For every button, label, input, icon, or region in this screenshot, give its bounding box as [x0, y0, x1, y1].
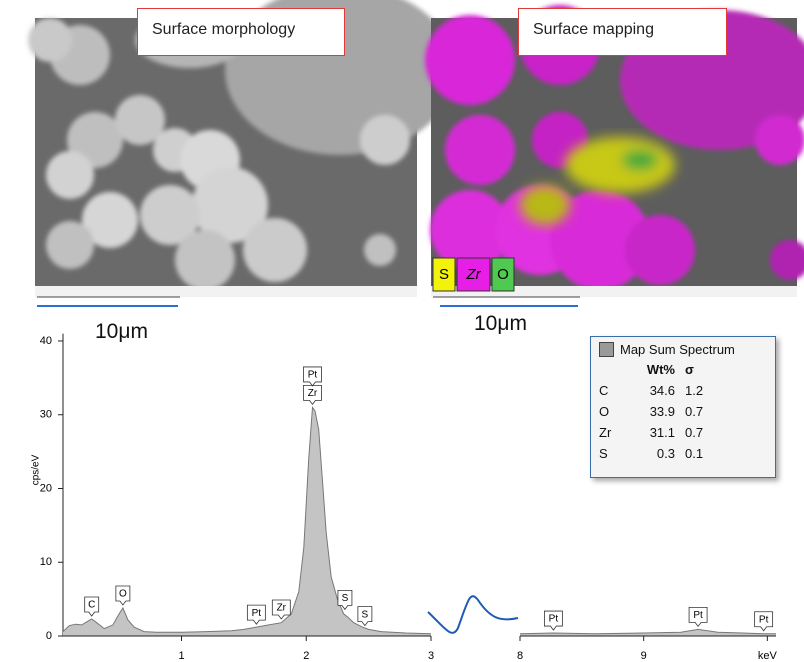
- element-label: Zr: [465, 266, 481, 283]
- annotation-label: Zr: [308, 388, 318, 399]
- x-tick-label: 3: [428, 650, 434, 662]
- table-cell: 0.3: [627, 443, 685, 464]
- annotation-label: Zr: [277, 603, 287, 614]
- annotation-label: O: [119, 589, 127, 600]
- element-legend: S Zr O: [433, 258, 514, 291]
- y-tick-label: 40: [40, 335, 52, 347]
- table-cell: Zr: [599, 422, 627, 443]
- x-tick-label: 2: [303, 650, 309, 662]
- element-label: S: [439, 266, 449, 283]
- annotation-label: Pt: [252, 608, 262, 619]
- x-tick-label: 9: [641, 650, 647, 662]
- y-tick-label: 30: [40, 409, 52, 421]
- scale-label: 10μm: [95, 320, 148, 344]
- annotation-label: Pt: [549, 614, 559, 625]
- y-tick-label: 10: [40, 556, 52, 568]
- table-cell: 34.6: [627, 380, 685, 401]
- spectrum-area: [63, 407, 431, 636]
- x-tick-label: 1: [178, 650, 184, 662]
- y-axis-label: cps/eV: [31, 454, 42, 485]
- table-cell: C: [599, 380, 627, 401]
- table-title: Map Sum Spectrum: [620, 342, 735, 357]
- y-tick-label: 0: [46, 630, 52, 642]
- table-cell: [599, 359, 627, 380]
- table-cell: 31.1: [627, 422, 685, 443]
- annotation-label: Pt: [308, 370, 318, 381]
- x-tick-label: 8: [517, 650, 523, 662]
- table-cell: 0.7: [685, 401, 735, 422]
- table-cell: 0.7: [685, 422, 735, 443]
- table-header-row: Wt%σ: [599, 359, 735, 380]
- annotation-label: C: [88, 600, 95, 611]
- table-cell: S: [599, 443, 627, 464]
- scale-label: 10μm: [474, 312, 527, 336]
- table-cell: 1.2: [685, 380, 735, 401]
- annotation-label: Pt: [759, 614, 769, 625]
- table-cell: 33.9: [627, 401, 685, 422]
- table-header: Wt%: [627, 359, 685, 380]
- spectrum-line: [520, 629, 776, 633]
- element-label: O: [497, 266, 509, 283]
- annotation-label: Pt: [693, 610, 703, 621]
- annotation-label: S: [362, 609, 369, 620]
- panel-caption: Surface mapping: [518, 8, 727, 56]
- table-header: σ: [685, 359, 735, 380]
- table-cell: 0.1: [685, 443, 735, 464]
- axis-break: [428, 596, 518, 633]
- table-cell: O: [599, 401, 627, 422]
- annotation-label: S: [342, 593, 349, 604]
- panel-caption: Surface morphology: [137, 8, 345, 56]
- x-tick-label: keV: [758, 650, 778, 662]
- figure: SZrO 010203040cps/eV12389keVCOPtZrZrPtSS…: [0, 0, 804, 662]
- legend-swatch: [599, 342, 614, 357]
- table-title-row: Map Sum Spectrum: [599, 342, 767, 357]
